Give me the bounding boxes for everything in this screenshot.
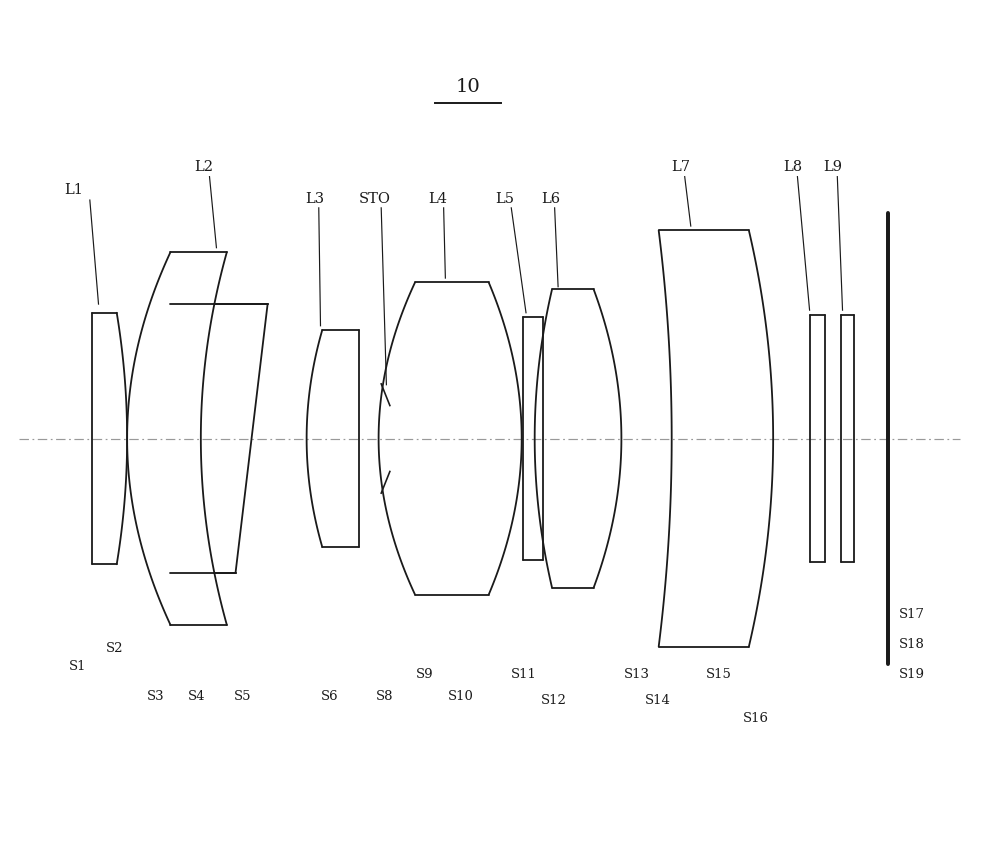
Text: S6: S6 — [320, 690, 338, 703]
Text: S11: S11 — [511, 668, 537, 682]
Text: S14: S14 — [645, 694, 671, 707]
Text: S4: S4 — [188, 690, 205, 703]
Text: S3: S3 — [147, 690, 165, 703]
Text: S19: S19 — [899, 668, 925, 682]
Text: S1: S1 — [69, 660, 87, 672]
Text: S16: S16 — [743, 711, 769, 725]
Text: L5: L5 — [496, 191, 515, 206]
Text: S10: S10 — [448, 690, 474, 703]
Text: L3: L3 — [305, 191, 324, 206]
Text: S2: S2 — [105, 643, 123, 655]
Text: L6: L6 — [541, 191, 560, 206]
Text: L1: L1 — [64, 183, 83, 197]
Text: L7: L7 — [671, 161, 690, 174]
Text: S15: S15 — [706, 668, 731, 682]
Text: 10: 10 — [456, 78, 480, 96]
Text: S8: S8 — [376, 690, 393, 703]
Text: L4: L4 — [428, 191, 447, 206]
Text: L2: L2 — [194, 161, 213, 174]
Text: L8: L8 — [784, 161, 803, 174]
Text: S17: S17 — [899, 608, 925, 620]
Text: L9: L9 — [823, 161, 842, 174]
Text: S12: S12 — [541, 694, 567, 707]
Text: S13: S13 — [624, 668, 650, 682]
Text: STO: STO — [359, 191, 391, 206]
Text: S18: S18 — [899, 638, 925, 651]
Text: S5: S5 — [234, 690, 251, 703]
Text: S9: S9 — [416, 668, 434, 682]
